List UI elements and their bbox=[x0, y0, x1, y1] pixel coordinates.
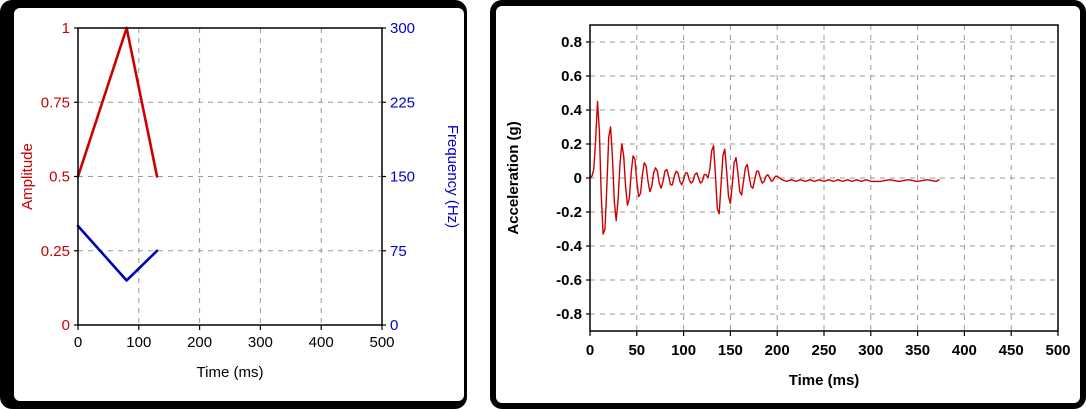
x-tick-label: 300 bbox=[248, 334, 273, 351]
y-tick-label: 150 bbox=[390, 169, 415, 186]
y-tick-label: 0 bbox=[62, 317, 70, 334]
y-axis-title: Amplitude bbox=[19, 143, 36, 210]
x-tick-label: 400 bbox=[952, 342, 977, 359]
acceleration-window: 0 50 100 150 200 250 300 350 400 450 500 Time (ms) -… bbox=[490, 0, 1086, 409]
x-axis: 0 50 100 150 200 250 300 350 400 450 500 Time (ms) bbox=[586, 331, 1071, 389]
pulse-parameters-plot: 0 100 200 300 400 500 Time (ms) 0 0.25 0.5 0.75 1 Am… bbox=[19, 20, 461, 381]
left-y-axis: -0.8 -0.6 -0.4 -0.2 0 0.2 0.4 0.6 0.8 Acceleratio… bbox=[505, 34, 590, 323]
chart-acceleration-response: 0 50 100 150 200 250 300 350 400 450 500 Time (ms) -… bbox=[505, 24, 1071, 389]
x-tick-label: 400 bbox=[309, 334, 334, 351]
y-axis-title: Acceleration (g) bbox=[505, 121, 522, 234]
x-tick-label: 200 bbox=[187, 334, 212, 351]
right-y-axis: 0 75 150 225 300 Frequency (Hz) bbox=[382, 20, 461, 334]
x-tick-label: 250 bbox=[811, 342, 836, 359]
x-axis-title: Time (ms) bbox=[789, 372, 860, 389]
y-tick-label: 0.5 bbox=[49, 169, 70, 186]
left-y-axis: 0 0.25 0.5 0.75 1 Amplitude bbox=[19, 20, 78, 334]
x-tick-label: 300 bbox=[858, 342, 883, 359]
acceleration-chart: 0 50 100 150 200 250 300 350 400 450 500 Time (ms) -… bbox=[496, 6, 1080, 403]
x-tick-label: 0 bbox=[74, 334, 82, 351]
y-tick-label: -0.4 bbox=[556, 238, 583, 255]
series-frequency bbox=[76, 224, 159, 282]
y-tick-label: 0.25 bbox=[41, 243, 70, 260]
x-axis: 0 100 200 300 400 500 Time (ms) bbox=[74, 325, 395, 381]
x-tick-label: 50 bbox=[628, 342, 645, 359]
x-tick-label: 100 bbox=[126, 334, 151, 351]
chart-pulse-parameters: 0 100 200 300 400 500 Time (ms) 0 0.25 0.5 0.75 1 Am… bbox=[19, 20, 461, 381]
y-tick-label: 75 bbox=[390, 243, 407, 260]
x-tick-label: 500 bbox=[369, 334, 394, 351]
y-tick-label: 225 bbox=[390, 94, 415, 111]
x-tick-label: 200 bbox=[765, 342, 790, 359]
x-tick-label: 500 bbox=[1045, 342, 1070, 359]
series-acceleration bbox=[589, 100, 940, 235]
y-tick-label: 0.2 bbox=[561, 136, 582, 153]
y-tick-label: 0.6 bbox=[561, 68, 582, 85]
pulse-parameters-window: 0 100 200 300 400 500 Time (ms) 0 0.25 0.5 0.75 1 Am… bbox=[0, 0, 467, 409]
y-tick-label: -0.8 bbox=[556, 306, 582, 323]
y-tick-label: 0.8 bbox=[561, 34, 582, 51]
y-tick-label: 0.75 bbox=[41, 94, 70, 111]
x-axis-title: Time (ms) bbox=[197, 364, 264, 381]
y-tick-label: 300 bbox=[390, 20, 415, 37]
x-tick-label: 350 bbox=[905, 342, 930, 359]
x-tick-label: 100 bbox=[671, 342, 696, 359]
acceleration-plot: 0 50 100 150 200 250 300 350 400 450 500 Time (ms) -… bbox=[505, 24, 1071, 389]
y-tick-label: 0 bbox=[574, 170, 582, 187]
x-tick-label: 450 bbox=[999, 342, 1024, 359]
gridlines bbox=[78, 28, 382, 325]
pulse-parameters-chart: 0 100 200 300 400 500 Time (ms) 0 0.25 0.5 0.75 1 Am… bbox=[14, 8, 464, 401]
y-tick-label: -0.6 bbox=[556, 272, 582, 289]
y-axis-title: Frequency (Hz) bbox=[444, 125, 461, 228]
x-tick-label: 150 bbox=[718, 342, 743, 359]
x-tick-label: 0 bbox=[586, 342, 594, 359]
y-tick-label: 0.4 bbox=[561, 102, 583, 119]
gridlines bbox=[590, 25, 1058, 331]
y-tick-label: 1 bbox=[62, 20, 70, 37]
y-tick-label: 0 bbox=[390, 317, 398, 334]
y-tick-label: -0.2 bbox=[556, 204, 582, 221]
